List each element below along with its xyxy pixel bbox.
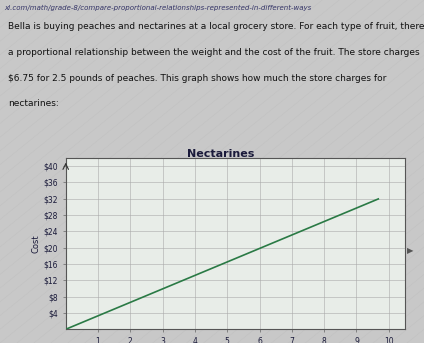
Text: xl.com/math/grade-8/compare-proportional-relationships-represented-in-different-: xl.com/math/grade-8/compare-proportional…	[4, 5, 312, 11]
Text: Nectarines: Nectarines	[187, 149, 254, 159]
Y-axis label: Cost: Cost	[32, 234, 41, 253]
Text: ▶: ▶	[407, 246, 413, 255]
Text: a proportional relationship between the weight and the cost of the fruit. The st: a proportional relationship between the …	[8, 48, 420, 57]
Text: nectarines:: nectarines:	[8, 99, 59, 108]
Text: Bella is buying peaches and nectarines at a local grocery store. For each type o: Bella is buying peaches and nectarines a…	[8, 22, 424, 31]
Text: $6.75 for 2.5 pounds of peaches. This graph shows how much the store charges for: $6.75 for 2.5 pounds of peaches. This gr…	[8, 74, 387, 83]
